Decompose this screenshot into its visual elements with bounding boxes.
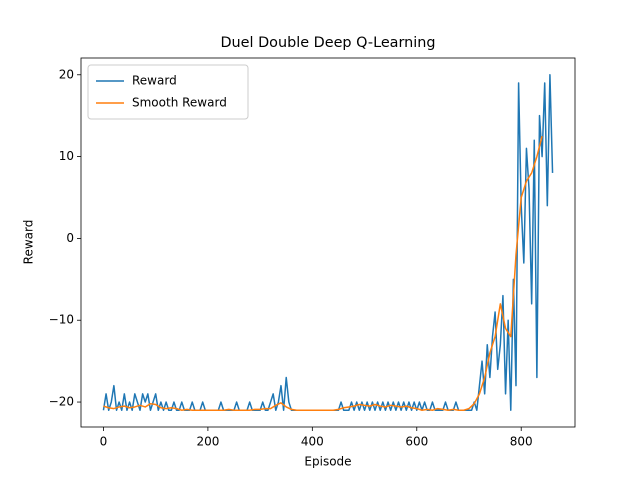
legend-label: Smooth Reward <box>132 96 227 110</box>
x-tick-label: 600 <box>405 435 428 449</box>
y-tick-label: 0 <box>66 231 74 245</box>
y-tick-label: −10 <box>49 313 74 327</box>
legend-box <box>87 64 249 120</box>
x-tick-label: 0 <box>100 435 108 449</box>
x-tick-label: 800 <box>510 435 533 449</box>
y-tick-label: −20 <box>49 395 74 409</box>
y-tick-label: 10 <box>59 149 74 163</box>
x-tick-label: 400 <box>301 435 324 449</box>
line-series <box>103 135 543 411</box>
y-tick-label: 20 <box>59 67 74 81</box>
x-tick-label: 200 <box>196 435 219 449</box>
x-axis-label: Episode <box>304 455 351 469</box>
legend-label: Reward <box>132 74 177 88</box>
chart-title: Duel Double Deep Q-Learning <box>220 35 435 51</box>
y-axis-label: Reward <box>22 220 36 265</box>
plot-frame <box>80 57 576 428</box>
